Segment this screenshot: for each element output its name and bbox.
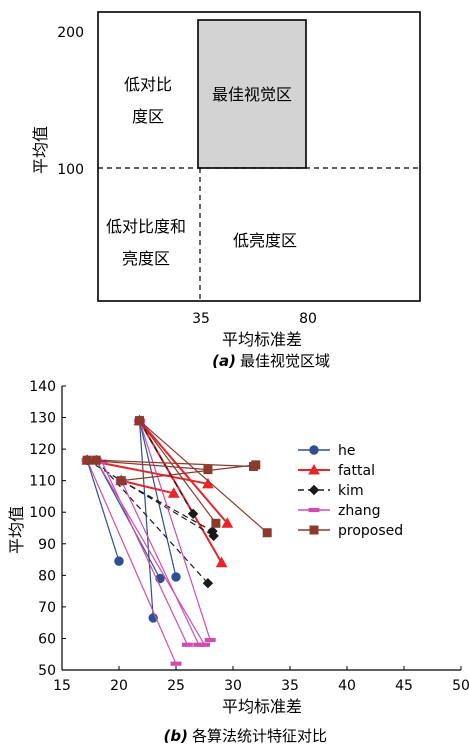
legend-label-he: he <box>338 443 356 459</box>
series-he-point <box>114 556 124 566</box>
panel-a-frame <box>97 11 421 302</box>
x-tick-label: 30 <box>224 678 242 694</box>
panel-a: 最佳视觉区 低对比 度区 低对比度和 亮度区 低亮度区 200 100 35 8… <box>31 11 421 370</box>
panel-b-caption-label: (b) <box>164 727 188 745</box>
panel-a-ylabel: 平均值 <box>31 126 50 174</box>
series-zhang-segment <box>101 461 188 646</box>
series-fattal-segment <box>86 459 209 485</box>
legend-marker-fattal <box>308 463 320 475</box>
legend-marker-zhang <box>308 507 320 513</box>
series-kim-point <box>187 508 199 520</box>
series-zhang-point <box>170 661 182 666</box>
series-zhang-point <box>181 642 193 647</box>
panel-a-ytick-200: 200 <box>57 25 84 41</box>
panel-b-ylabel: 平均值 <box>7 506 26 554</box>
series-zhang-segment <box>95 459 206 646</box>
series-zhang-point <box>193 642 205 647</box>
series-fattal-point <box>167 487 180 498</box>
panel-a-caption-text: 最佳视觉区域 <box>240 352 330 370</box>
series-kim-segment <box>138 420 194 515</box>
series-fattal-point <box>221 517 234 528</box>
series-proposed-point <box>135 416 145 426</box>
series-fattal <box>81 414 234 568</box>
x-tick-label: 15 <box>53 678 71 694</box>
x-tick-label: 45 <box>395 678 413 694</box>
legend-marker-kim <box>308 484 320 496</box>
series-proposed-point <box>82 455 92 465</box>
series-proposed-segment <box>87 459 208 471</box>
series-kim-segment <box>95 459 209 584</box>
x-tick-label: 50 <box>452 678 469 694</box>
y-tick-label: 50 <box>38 663 56 679</box>
panel-b-caption: (b) 各算法统计特征对比 <box>164 727 327 745</box>
region-low-brightness-label: 低亮度区 <box>233 231 297 250</box>
series-fattal-segment <box>138 420 229 524</box>
panel-b-legend: he fattal kim zhang proposed <box>290 433 442 539</box>
panel-a-xtick-80: 80 <box>299 311 317 327</box>
series-kim-segment <box>86 459 214 537</box>
series-proposed-point <box>203 465 213 475</box>
panel-b: 15 20 25 30 35 40 45 50 50 60 70 80 90 100 110 120 130 1… <box>7 379 469 745</box>
panel-a-ytick-100: 100 <box>57 162 84 178</box>
legend-label-zhang: zhang <box>338 503 381 519</box>
legend-label-fattal: fattal <box>338 463 375 479</box>
series-proposed-point <box>262 528 272 538</box>
y-tick-label: 100 <box>29 505 56 521</box>
y-tick-label: 140 <box>29 379 56 395</box>
x-tick-label: 20 <box>110 678 128 694</box>
x-tick-label: 25 <box>167 678 185 694</box>
series-zhang-segment <box>138 420 211 641</box>
series-zhang-point <box>204 637 216 643</box>
panel-b-yticks: 50 60 70 80 90 100 110 120 130 140 <box>29 379 66 679</box>
series-zhang <box>81 418 216 666</box>
series-fattal-segment <box>121 479 174 495</box>
region-low-contrast-line1: 低对比 <box>124 75 172 94</box>
series-he-segment <box>138 420 154 618</box>
y-tick-label: 90 <box>38 537 56 553</box>
y-tick-label: 110 <box>29 474 56 490</box>
x-tick-label: 40 <box>338 678 356 694</box>
series-proposed-point <box>91 455 101 465</box>
series-proposed-segment <box>121 464 256 482</box>
series-he-point <box>171 572 181 582</box>
y-tick-label: 120 <box>29 442 56 458</box>
panel-b-xticks: 15 20 25 30 35 40 45 50 <box>53 666 469 694</box>
region-low-both-line1: 低对比度和 <box>106 217 186 236</box>
y-tick-label: 70 <box>38 600 56 616</box>
panel-a-caption: (a) 最佳视觉区域 <box>212 352 330 370</box>
y-tick-label: 60 <box>38 631 56 647</box>
series-he-segment <box>86 459 120 562</box>
series-fattal-point <box>215 556 228 568</box>
series-kim <box>81 415 219 589</box>
series-proposed-segment <box>96 459 254 468</box>
series-proposed <box>82 416 272 538</box>
series-kim-point <box>207 525 218 537</box>
series-proposed-segment <box>139 420 268 534</box>
series-proposed-point <box>116 476 126 486</box>
panel-b-xlabel: 平均标准差 <box>222 697 302 716</box>
region-low-contrast-line2: 度区 <box>132 107 164 126</box>
series-proposed-point <box>211 518 221 528</box>
series-zhang-segment <box>120 480 200 646</box>
region-best-label: 最佳视觉区 <box>212 85 292 104</box>
x-tick-label: 35 <box>281 678 299 694</box>
series-proposed-point <box>251 460 261 470</box>
panel-b-caption-text: 各算法统计特征对比 <box>192 727 327 745</box>
panel-b-series <box>81 414 272 666</box>
series-kim-point <box>202 578 214 589</box>
series-zhang-segment <box>86 459 177 664</box>
y-tick-label: 130 <box>29 411 56 427</box>
y-tick-label: 80 <box>38 568 56 584</box>
series-he-segment <box>138 420 177 578</box>
legend-label-proposed: proposed <box>338 523 403 539</box>
panel-a-xtick-35: 35 <box>192 311 210 327</box>
legend-marker-he <box>309 445 319 455</box>
region-low-both-line2: 亮度区 <box>122 249 170 268</box>
legend-label-kim: kim <box>338 483 364 499</box>
panel-a-caption-label: (a) <box>212 352 236 370</box>
series-proposed-segment <box>139 420 217 524</box>
panel-a-xlabel: 平均标准差 <box>222 330 302 349</box>
legend-marker-proposed <box>309 525 319 535</box>
